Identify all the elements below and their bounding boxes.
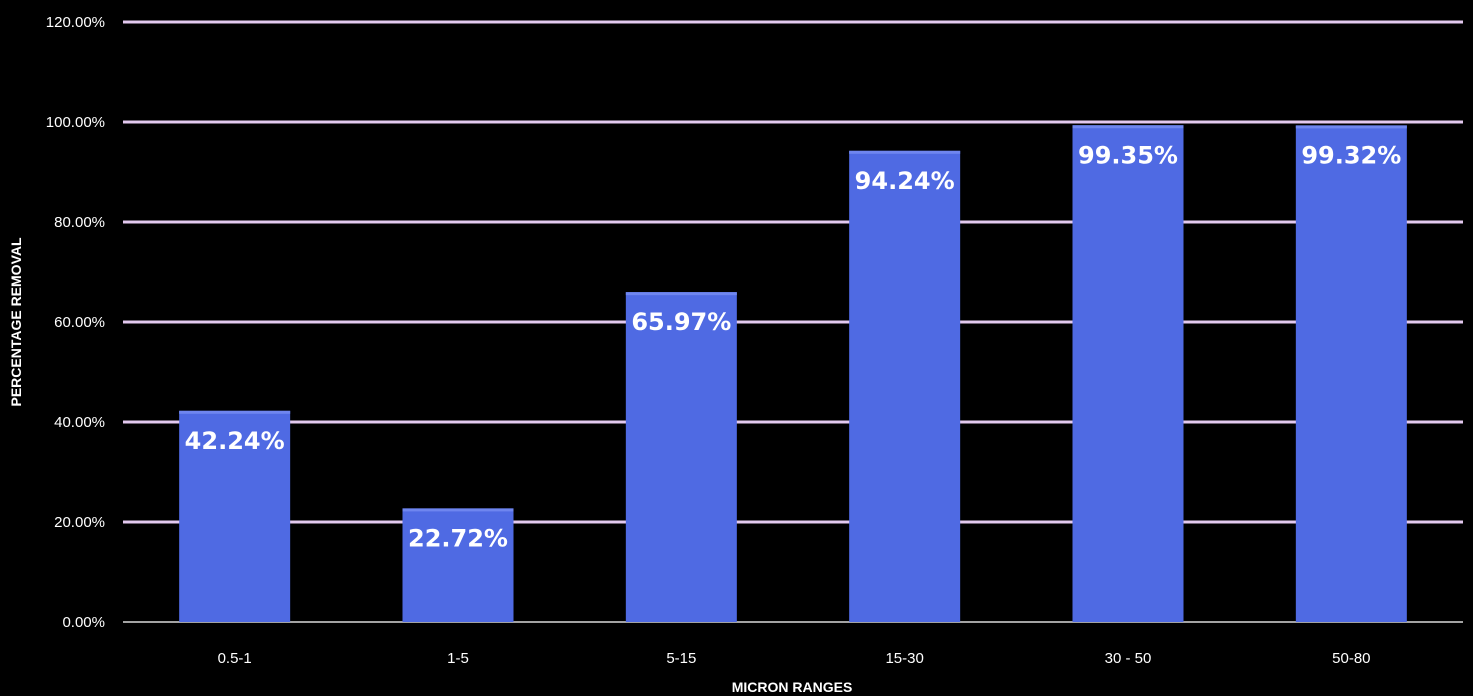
y-tick-label: 20.00%	[54, 514, 105, 531]
data-label: 94.24%	[855, 167, 955, 195]
data-labels: 42.24% 22.72% 65.97% 94.24% 99.35% 99.32%	[185, 141, 1402, 552]
x-tick-label: 30 - 50	[1105, 650, 1152, 667]
data-label: 42.24%	[185, 427, 285, 455]
bar	[179, 410, 291, 622]
x-tick-label: 5-15	[666, 650, 696, 667]
bar-top-edge	[179, 410, 291, 414]
y-tick-label: 100.00%	[46, 114, 105, 131]
y-tick-label: 40.00%	[54, 414, 105, 431]
bar-top-edge	[402, 508, 514, 512]
bar	[402, 508, 514, 622]
bar-top-edge	[625, 292, 737, 296]
bar	[625, 292, 737, 622]
y-axis-title: PERCENTAGE REMOVAL	[8, 237, 24, 406]
x-tick-label: 15-30	[885, 650, 923, 667]
data-label: 99.32%	[1301, 141, 1401, 169]
data-label: 22.72%	[408, 524, 508, 552]
x-tick-label: 50-80	[1332, 650, 1370, 667]
bar	[849, 150, 961, 623]
bar-top-edge	[1295, 125, 1407, 129]
data-label: 65.97%	[631, 308, 731, 336]
y-tick-label: 80.00%	[54, 214, 105, 231]
x-axis-title: MICRON RANGES	[732, 679, 853, 695]
bar	[1072, 125, 1184, 622]
data-label: 99.35%	[1078, 141, 1178, 169]
gridlines	[123, 20, 1463, 623]
y-axis-ticks: 0.00% 20.00% 40.00% 60.00% 80.00% 100.00% 120.…	[46, 14, 105, 631]
y-tick-label: 60.00%	[54, 314, 105, 331]
x-tick-label: 0.5-1	[218, 650, 252, 667]
x-axis-ticks: 0.5-1 1-5 5-15 15-30 30 - 50 50-80	[218, 650, 1371, 667]
x-tick-label: 1-5	[447, 650, 469, 667]
y-tick-label: 0.00%	[62, 614, 105, 631]
bar	[1295, 125, 1407, 623]
y-tick-label: 120.00%	[46, 14, 105, 31]
bars	[179, 125, 1407, 623]
bar-top-edge	[849, 150, 961, 154]
bar-top-edge	[1072, 125, 1184, 129]
